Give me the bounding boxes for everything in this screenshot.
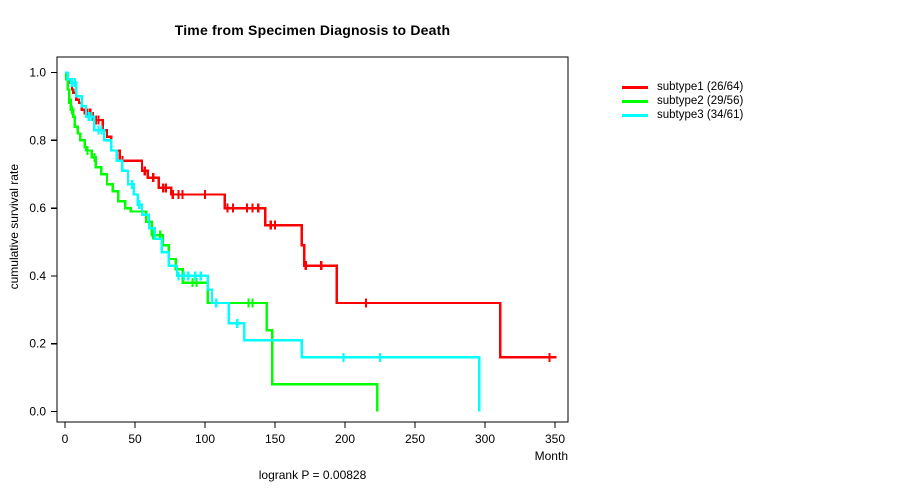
x-axis-tick-label: 50 [128, 432, 142, 446]
y-axis-tick-label: 0.0 [29, 405, 46, 419]
y-axis-tick-label: 0.6 [29, 201, 46, 215]
logrank-p-annotation: logrank P = 0.00828 [258, 468, 367, 482]
legend-item: subtype1 (26/64) [622, 80, 743, 94]
legend-label: subtype3 (34/61) [657, 109, 744, 121]
y-axis-tick-label: 0.8 [29, 133, 46, 147]
x-axis-tick-label: 0 [62, 432, 69, 446]
y-axis-tick-label: 0.2 [29, 337, 46, 351]
legend-label: subtype1 (26/64) [657, 81, 744, 93]
legend: subtype1 (26/64) subtype2 (29/56) subtype3… [622, 80, 743, 122]
x-axis-tick-label: 250 [405, 432, 425, 446]
x-axis-tick-label: 300 [475, 432, 495, 446]
legend-line-swatch [622, 99, 648, 103]
x-axis-tick-label: 150 [265, 432, 285, 446]
x-axis-tick-label: 100 [195, 432, 215, 446]
legend-item: subtype2 (29/56) [622, 94, 743, 108]
chart-title: Time from Specimen Diagnosis to Death [174, 22, 451, 38]
legend-line-swatch [622, 113, 648, 117]
x-axis-tick-label: 350 [545, 432, 565, 446]
km-curve-subtype3 [65, 71, 481, 412]
plot-box [56, 56, 569, 423]
legend-label: subtype2 (29/56) [657, 95, 744, 107]
x-axis-tick-label: 200 [335, 432, 355, 446]
legend-line-swatch [622, 85, 648, 89]
y-axis-title: cumulative survival rate [7, 164, 21, 290]
y-axis-tick-label: 0.4 [29, 269, 46, 283]
km-curve-subtype2 [65, 71, 379, 412]
legend-item: subtype3 (34/61) [622, 108, 743, 122]
x-axis-title: Month [534, 449, 568, 463]
y-axis-tick-label: 1.0 [29, 66, 46, 80]
km-curve-subtype1 [65, 71, 557, 359]
